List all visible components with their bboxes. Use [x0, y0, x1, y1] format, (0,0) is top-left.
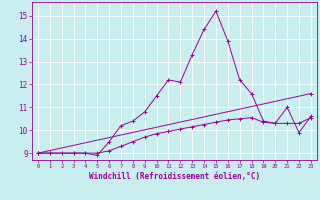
X-axis label: Windchill (Refroidissement éolien,°C): Windchill (Refroidissement éolien,°C)	[89, 172, 260, 181]
